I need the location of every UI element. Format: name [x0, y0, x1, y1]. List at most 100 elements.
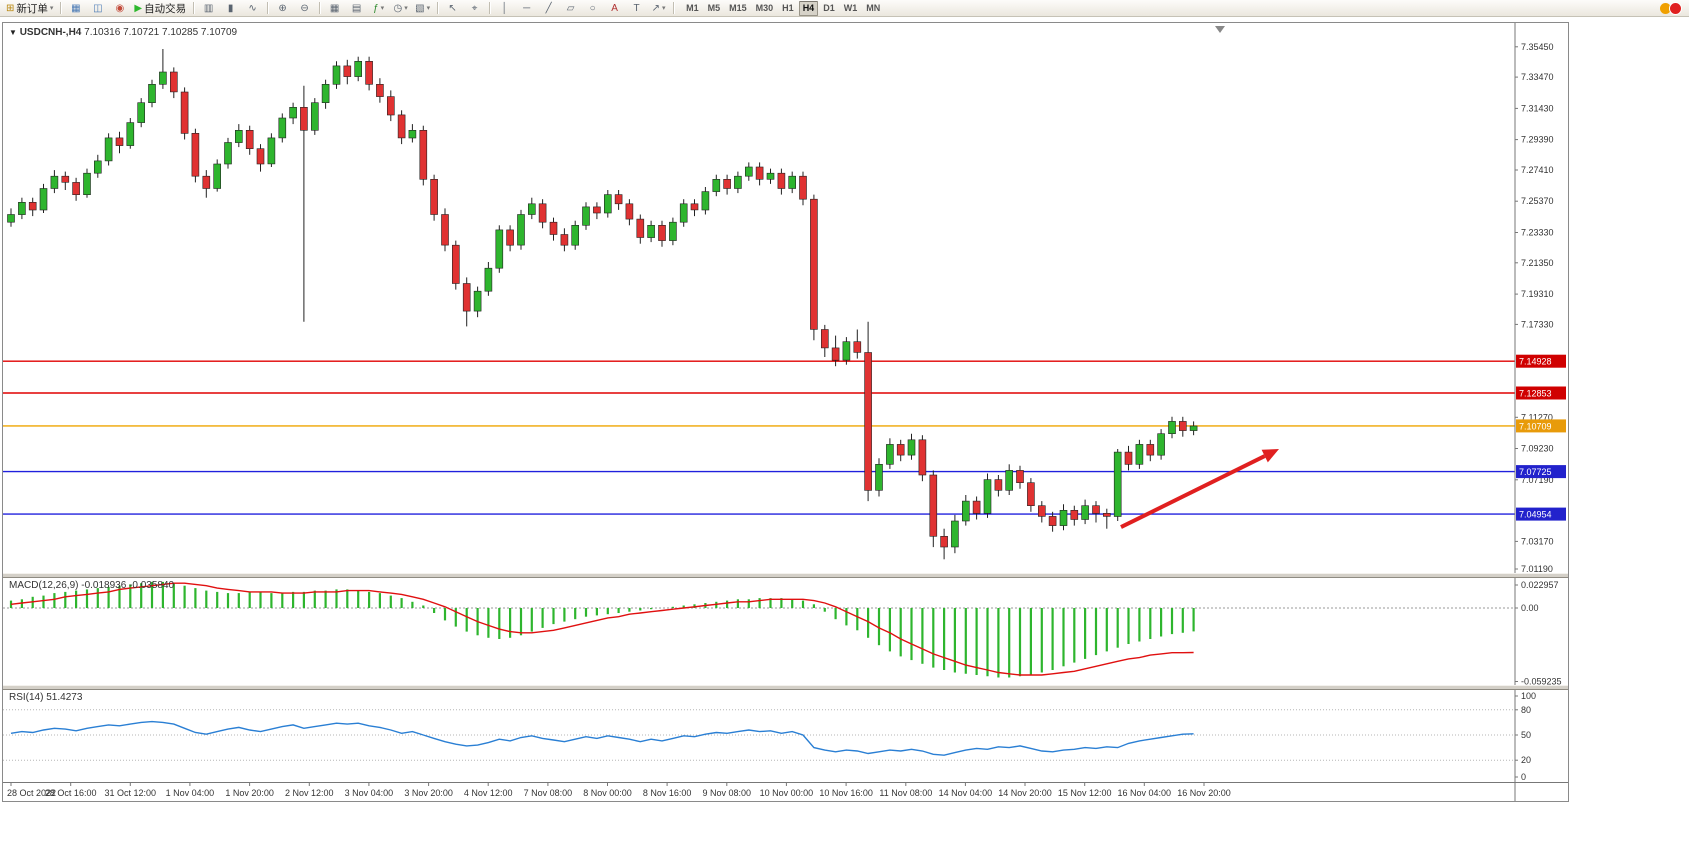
arrange-windows-button[interactable]: ▤ [346, 0, 367, 16]
line-chart-button[interactable]: ∿ [242, 0, 263, 16]
macd-panel-canvas[interactable]: 0.022957 0.00 -0.059235 [3, 578, 1568, 685]
price-chart-canvas[interactable]: 7.35450 7.33470 7.31430 7.29390 7.27410 7.253… [3, 23, 1568, 573]
templates-button[interactable]: ▧ ▾ [412, 0, 433, 16]
text-label-icon: T [633, 2, 640, 14]
shapes-button[interactable]: ○ [582, 0, 603, 16]
svg-text:7.11270: 7.11270 [1521, 412, 1553, 422]
bar-chart-button[interactable]: ▥ [198, 0, 219, 16]
charts-icon: ▦ [71, 2, 81, 14]
timeframe-mn-button[interactable]: MN [866, 2, 881, 13]
notification-icon[interactable] [1669, 1, 1682, 15]
svg-text:80: 80 [1521, 705, 1531, 715]
svg-text:7 Nov 08:00: 7 Nov 08:00 [524, 788, 573, 798]
svg-text:31 Oct 12:00: 31 Oct 12:00 [105, 788, 157, 798]
svg-text:7.27410: 7.27410 [1521, 165, 1554, 175]
channel-button[interactable]: ▱ [560, 0, 581, 16]
auto-trading-button-label: 自动交易 [144, 2, 187, 15]
alert-icon[interactable] [1660, 2, 1671, 14]
charts-button[interactable]: ▦ [65, 0, 86, 16]
indicators-button[interactable]: ƒ ▾ [368, 0, 389, 16]
svg-text:7.35450: 7.35450 [1521, 42, 1554, 52]
splitter-rsi[interactable] [3, 685, 1568, 690]
horizontal-line-button[interactable]: ─ [516, 0, 537, 16]
toolbar-separator [60, 2, 62, 14]
community-button[interactable]: ◉ [109, 0, 130, 16]
timeframe-m1-button[interactable]: M1 [686, 2, 699, 13]
zoom-out-button[interactable]: ⊖ [294, 0, 315, 16]
auto-trading-icon: ▶ [134, 2, 143, 14]
bar-chart-icon: ▥ [203, 2, 214, 14]
svg-text:16 Nov 04:00: 16 Nov 04:00 [1118, 788, 1172, 798]
svg-text:20: 20 [1521, 755, 1531, 765]
trendline-button[interactable]: ╱ [538, 0, 559, 16]
chart-shift-marker-icon [1215, 26, 1225, 33]
zoom-in-button[interactable]: ⊕ [272, 0, 293, 16]
svg-text:7.03170: 7.03170 [1521, 536, 1554, 546]
trend-arrow-head [1261, 449, 1279, 463]
svg-text:7.09230: 7.09230 [1521, 444, 1554, 454]
candlestick-chart-button[interactable]: ▮ [220, 0, 241, 16]
tile-windows-button[interactable]: ▦ [324, 0, 345, 16]
auto-trading-button[interactable]: ▶ 自动交易 [131, 0, 189, 16]
svg-text:11 Nov 08:00: 11 Nov 08:00 [879, 788, 932, 798]
svg-text:7.10709: 7.10709 [1519, 421, 1552, 431]
svg-text:50: 50 [1521, 730, 1531, 740]
cursor-icon: ↖ [448, 2, 457, 14]
candlestick-chart-icon: ▮ [227, 2, 234, 14]
svg-text:14 Nov 04:00: 14 Nov 04:00 [939, 788, 993, 798]
timeframe-h1-button[interactable]: H1 [782, 2, 794, 13]
crosshair-button[interactable]: ⌖ [464, 0, 485, 16]
text-button[interactable]: A [604, 0, 625, 16]
timeframe-d1-button[interactable]: D1 [823, 2, 835, 13]
timeframe-m15-button[interactable]: M15 [729, 2, 747, 13]
toolbar-separator [193, 2, 195, 14]
svg-text:7.07190: 7.07190 [1521, 475, 1554, 485]
svg-text:1 Nov 04:00: 1 Nov 04:00 [166, 788, 215, 798]
svg-text:100: 100 [1521, 691, 1536, 701]
svg-text:7.19310: 7.19310 [1521, 289, 1554, 299]
toolbar-separator [489, 2, 491, 14]
price-scale[interactable]: 7.35450 7.33470 7.31430 7.29390 7.27410 7.253… [1515, 42, 1566, 573]
templates-icon: ▧ [415, 2, 425, 14]
svg-text:8 Nov 16:00: 8 Nov 16:00 [643, 788, 692, 798]
svg-text:7.14928: 7.14928 [1519, 357, 1552, 367]
svg-text:7.04954: 7.04954 [1519, 510, 1552, 520]
caret-down-icon: ▾ [404, 5, 408, 12]
shapes-icon: ○ [589, 2, 596, 14]
toolbar-separator [673, 2, 675, 14]
indicators-icon: ƒ [373, 2, 379, 14]
price-badge: 7.14928 [1516, 354, 1566, 368]
toolbar: ⊞ 新订单 ▾ ▦ ◫ ◉ ▶ 自动交易 ▥ ▮ ∿ ⊕ ⊖ ▦ ▤ ƒ ▾ ◷ ▾ ▧ ▾ ↖ ⌖ │ ─ ╱ ▱ ○ A T ↗ ▾ M1… [0, 0, 1689, 17]
profile-button[interactable]: ◫ [87, 0, 108, 16]
arrows-button[interactable]: ↗ ▾ [648, 0, 669, 16]
vertical-line-button[interactable]: │ [494, 0, 515, 16]
rsi-panel-canvas[interactable]: 100 80 50 20 0 [3, 690, 1568, 782]
svg-text:8 Nov 00:00: 8 Nov 00:00 [583, 788, 632, 798]
text-label-button[interactable]: T [626, 0, 647, 16]
timeframe-h4-button[interactable]: H4 [798, 0, 819, 16]
new-order-icon: ⊞ [6, 2, 15, 14]
zoom-out-icon: ⊖ [300, 2, 309, 14]
periods-icon: ◷ [393, 2, 403, 14]
svg-text:7.25370: 7.25370 [1521, 196, 1554, 206]
toolbar-separator [267, 2, 269, 14]
cursor-button[interactable]: ↖ [442, 0, 463, 16]
timeframe-toolbar: M1 M5 M15 M30 H1 H4 D1 W1 MN [682, 0, 884, 16]
chart-window[interactable]: 7.35450 7.33470 7.31430 7.29390 7.27410 7.253… [2, 22, 1569, 802]
svg-text:-0.059235: -0.059235 [1521, 677, 1562, 686]
vertical-line-icon: │ [501, 2, 508, 14]
trend-arrow[interactable] [1120, 454, 1266, 529]
price-badge: 7.12853 [1516, 386, 1566, 400]
price-badge: 7.07725 [1516, 465, 1566, 479]
arrange-windows-icon: ▤ [351, 2, 362, 14]
new-order-button[interactable]: ⊞ 新订单 ▾ [3, 0, 56, 16]
svg-text:0: 0 [1521, 772, 1526, 782]
periods-button[interactable]: ◷ ▾ [390, 0, 411, 16]
svg-text:1 Nov 20:00: 1 Nov 20:00 [225, 788, 274, 798]
timeframe-w1-button[interactable]: W1 [843, 2, 858, 13]
splitter-macd[interactable] [3, 573, 1568, 578]
timeframe-m5-button[interactable]: M5 [707, 2, 721, 13]
svg-text:3 Nov 04:00: 3 Nov 04:00 [345, 788, 394, 798]
timeframe-m30-button[interactable]: M30 [755, 2, 774, 13]
